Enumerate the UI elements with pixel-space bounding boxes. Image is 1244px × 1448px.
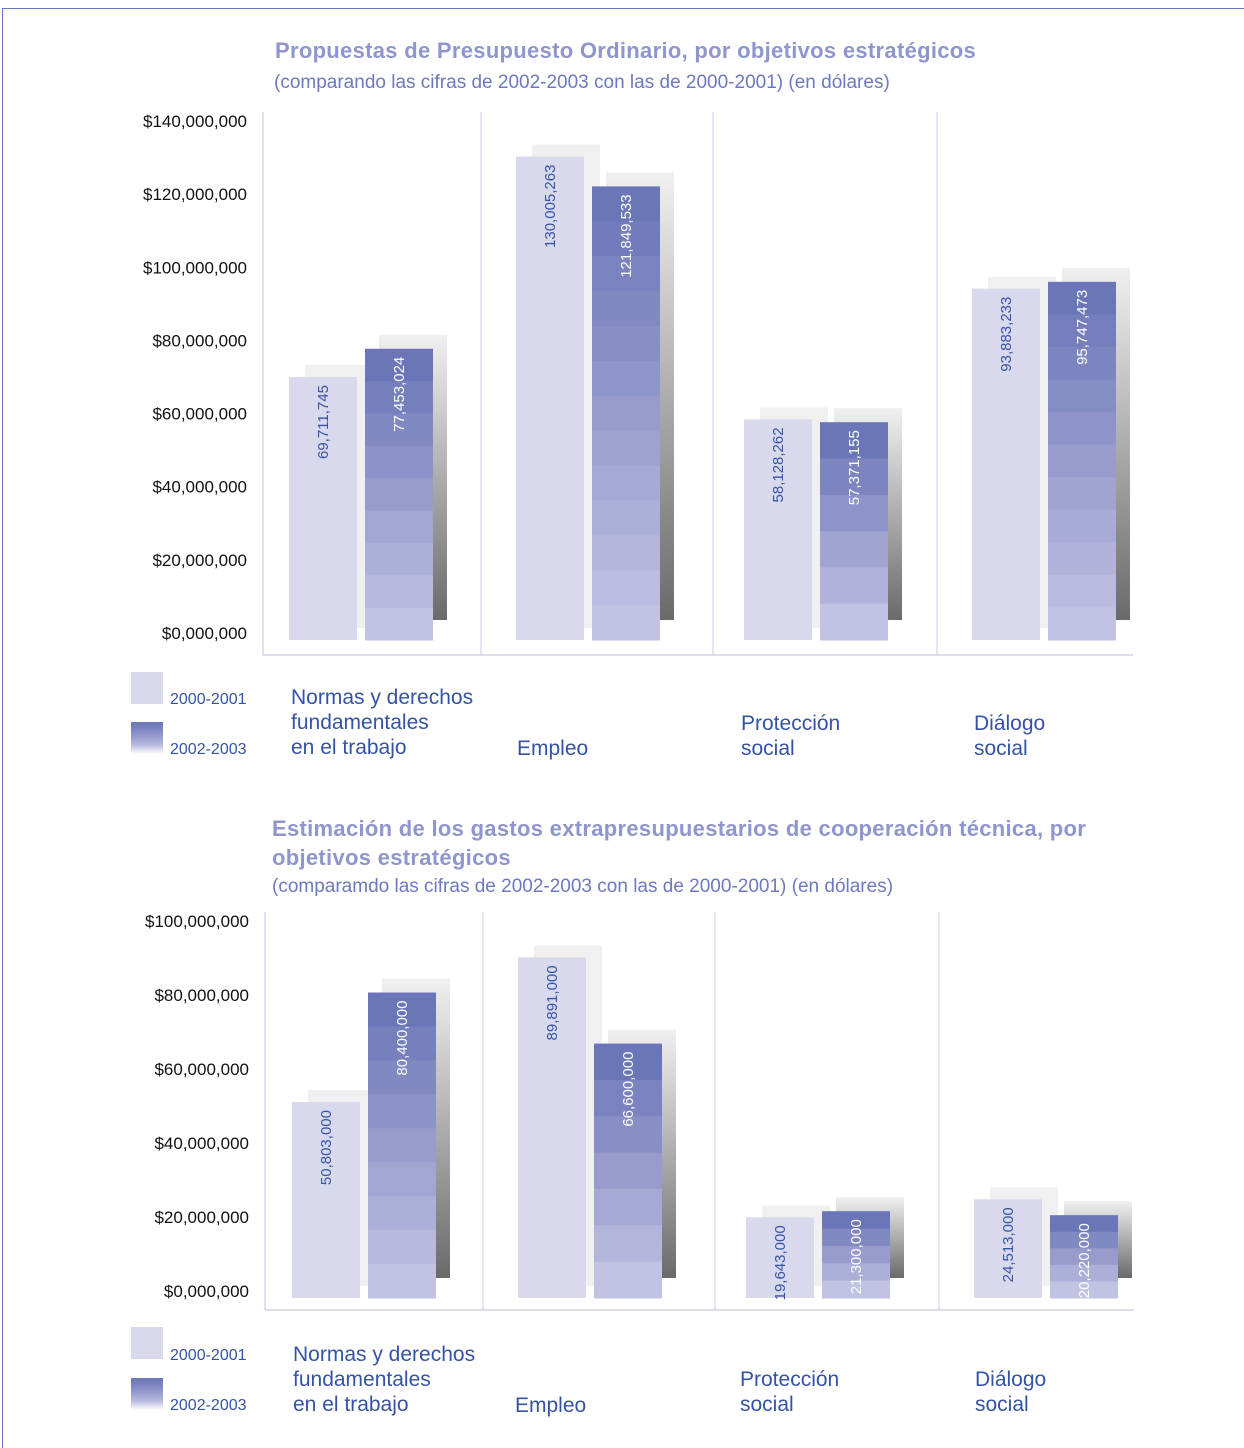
chart-2-category-normas: Normas y derechos fundamentales en el tr… [293,1343,476,1416]
bar-segment [365,445,433,479]
y-tick-label: $20,000,000 [152,551,247,570]
bar-segment [365,413,433,447]
chart-1-category-normas: Normas y derechos fundamentales en el tr… [291,686,474,759]
bar-segment [365,381,433,414]
chart-2-category-proteccion: Protección social [740,1368,840,1416]
bar-segment [592,430,660,467]
y-tick-label: $60,000,000 [152,405,247,424]
bar-2000-2001 [972,288,1040,640]
bar-segment [592,221,660,257]
bar-segment [1048,379,1116,413]
bar-2002-2003 [365,348,433,641]
bar-segment [1048,542,1116,576]
bar-value-label: 57,371,155 [846,430,863,505]
bar-segment [820,422,888,459]
legend-label-2000-2001: 2000-2001 [170,1347,247,1364]
chart-1-category-empleo: Empleo [517,737,589,760]
bar-2000-2001 [744,419,812,640]
chart-1-category-dialogo: Diálogo social [974,712,1046,760]
bar-segment [1048,314,1116,348]
y-tick-label: $140,000,000 [143,112,247,131]
bar-segment [592,291,660,327]
chart-2-subtitle: (comparamdo las cifras de 2002-2003 con … [272,876,894,897]
chart-2-category-dialogo: Diálogo social [975,1368,1047,1416]
bar-segment [820,603,888,641]
bar-segment [365,348,433,382]
bar-segment [592,570,660,606]
y-tick-label: $100,000,000 [143,258,247,277]
bar-segment [592,325,660,362]
bar-segment [365,607,433,641]
bar-segment [1048,477,1116,511]
bar-segment [1048,509,1116,543]
bar-segment [1048,412,1116,446]
bar-2002-2003 [592,186,660,641]
bar-2000-2001 [289,377,357,640]
bar-segment [1048,574,1116,608]
bar-segment [820,531,888,568]
bar-segment [820,458,888,496]
bar-segment [820,494,888,532]
bar-value-label: 77,453,024 [391,357,408,432]
legend-label-2002-2003: 2002-2003 [170,741,247,758]
legend-swatch-2000-2001 [131,1327,163,1359]
bar-value-label: 95,747,473 [1074,290,1091,365]
bar-value-label: 93,883,233 [998,297,1015,372]
bar-segment [365,542,433,576]
bar-segment [592,535,660,571]
bar-segment [592,360,660,397]
bar-segment [365,510,433,544]
bar-segment [365,478,433,512]
bar-segment [592,605,660,641]
chart-2-category-empleo: Empleo [515,1394,587,1417]
bar-segment [1048,607,1116,641]
bar-segment [1048,444,1116,478]
bar-2002-2003 [1048,281,1116,641]
bar-segment [592,186,660,222]
bar-value-label: 69,711,745 [315,385,332,459]
bar-segment [1048,281,1116,315]
y-tick-label: $40,000,000 [152,478,247,497]
page-frame [2,8,1244,1448]
y-tick-label: $120,000,000 [143,185,247,204]
bar-segment [592,500,660,536]
legend-swatch-2002-2003 [131,722,163,754]
bar-value-label: 58,128,262 [770,427,787,502]
y-tick-label: $80,000,000 [152,331,247,350]
bar-segment [365,575,433,609]
y-tick-label: $0,000,000 [162,624,247,643]
bar-segment [820,567,888,605]
chart-1-category-proteccion: Protección social [741,712,841,760]
legend-swatch-2000-2001 [131,672,163,704]
bar-2000-2001 [516,156,584,640]
legend-label-2000-2001: 2000-2001 [170,691,247,708]
bar-segment [592,465,660,501]
bar-segment [592,395,660,432]
chart-1-subtitle: (comparando las cifras de 2002-2003 con … [274,72,890,93]
chart-2-title: Estimación de los gastos extrapresupuest… [272,816,1087,870]
bar-value-label: 121,849,533 [618,194,635,277]
bar-2002-2003 [820,422,888,641]
chart-1-title: Propuestas de Presupuesto Ordinario, por… [275,38,977,63]
bar-value-label: 130,005,263 [542,165,559,248]
bar-segment [1048,346,1116,381]
bar-segment [592,256,660,292]
legend-label-2002-2003: 2002-2003 [170,1397,247,1414]
legend-swatch-2002-2003 [131,1378,163,1410]
